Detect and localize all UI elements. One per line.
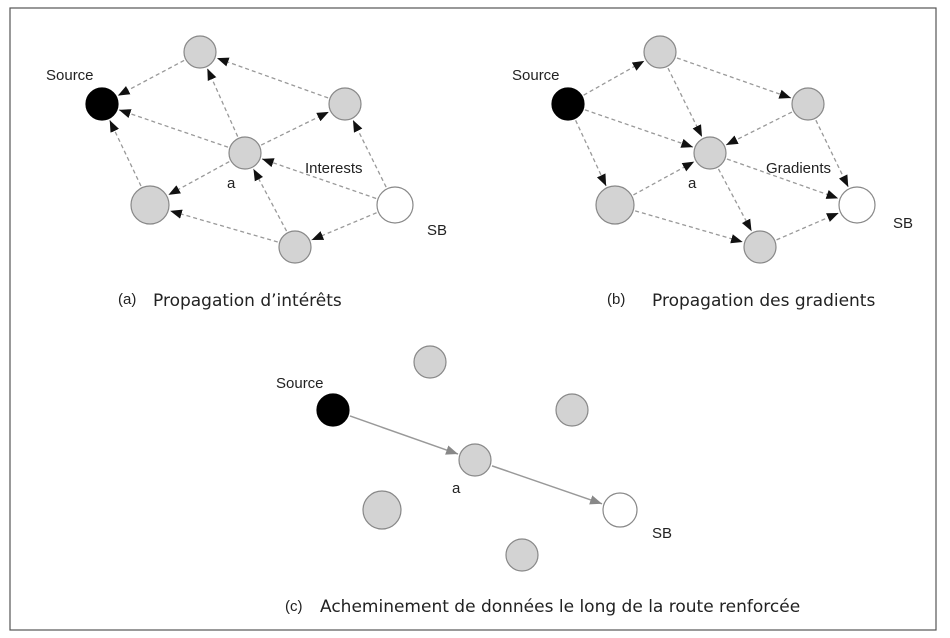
edge xyxy=(118,109,229,148)
node xyxy=(413,345,447,379)
source-label: Source xyxy=(512,67,560,84)
flow-label: Interests xyxy=(305,160,363,177)
caption: Acheminement de données le long de la ro… xyxy=(320,597,800,617)
caption-letter: (b) xyxy=(607,291,625,308)
edge xyxy=(717,168,753,232)
relay-label: a xyxy=(688,175,697,192)
caption-letter: (a) xyxy=(118,291,136,308)
node xyxy=(228,136,262,170)
node xyxy=(362,490,402,530)
edge xyxy=(168,161,230,196)
relay-label: a xyxy=(227,175,236,192)
edge xyxy=(109,119,142,187)
node xyxy=(595,185,635,225)
frame xyxy=(9,7,937,631)
node xyxy=(643,35,677,69)
source-node xyxy=(85,87,119,121)
node xyxy=(505,538,539,572)
edge xyxy=(491,465,603,505)
node xyxy=(458,443,492,477)
edge xyxy=(260,111,330,146)
edge xyxy=(349,415,459,455)
edge xyxy=(815,119,849,188)
node xyxy=(130,185,170,225)
flow-label: Gradients xyxy=(766,160,831,177)
edge xyxy=(676,57,792,99)
edge xyxy=(117,59,185,97)
sink-label: SB xyxy=(652,525,672,542)
node xyxy=(183,35,217,69)
edge xyxy=(633,161,695,196)
edge xyxy=(776,212,839,241)
edge xyxy=(252,168,288,232)
caption: Propagation d’intérêts xyxy=(153,291,342,311)
node xyxy=(278,230,312,264)
edge xyxy=(634,210,743,244)
edge xyxy=(169,209,278,243)
sink-label: SB xyxy=(427,222,447,239)
node xyxy=(743,230,777,264)
edge xyxy=(725,111,793,146)
edge xyxy=(216,57,329,99)
edge xyxy=(206,68,239,137)
source-node xyxy=(551,87,585,121)
caption-letter: (c) xyxy=(285,598,303,615)
caption: Propagation des gradients xyxy=(652,291,875,311)
source-node xyxy=(316,393,350,427)
sink-label: SB xyxy=(893,215,913,232)
source-label: Source xyxy=(46,67,94,84)
sink-node xyxy=(376,186,414,224)
edge xyxy=(667,67,703,138)
sink-node xyxy=(602,492,638,528)
relay-label: a xyxy=(452,480,461,497)
node xyxy=(555,393,589,427)
edge xyxy=(352,119,387,188)
edge xyxy=(261,158,377,200)
sink-node xyxy=(838,186,876,224)
node xyxy=(791,87,825,121)
edge xyxy=(726,158,839,199)
edge xyxy=(584,109,694,148)
node xyxy=(693,136,727,170)
edge xyxy=(583,60,645,96)
edge xyxy=(575,120,607,187)
source-label: Source xyxy=(276,375,324,392)
edge xyxy=(311,212,377,241)
node xyxy=(328,87,362,121)
